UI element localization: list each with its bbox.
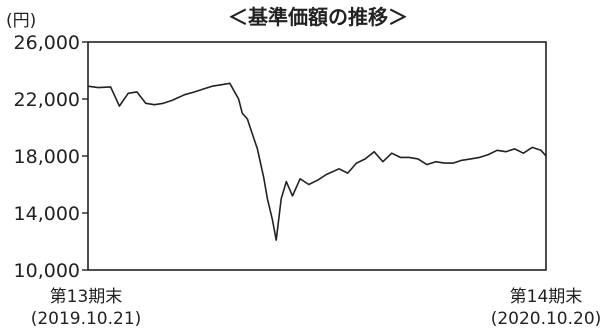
y-axis-unit: (円)	[6, 11, 36, 31]
series-line-0	[87, 82, 547, 241]
y-axis-ticks: 10,000 14,000 18,000 22,000 26,000	[14, 32, 88, 282]
plot-frame	[87, 41, 547, 271]
y-tick-label: 18,000	[14, 146, 80, 168]
y-tick-label: 22,000	[14, 89, 80, 111]
x-start-label: 第13期末	[50, 287, 123, 307]
chart-title: ＜基準価額の推移＞	[228, 5, 408, 29]
y-tick-label: 14,000	[14, 203, 80, 225]
x-end-date: (2020.10.20)	[491, 309, 602, 329]
series-layer	[87, 82, 547, 241]
x-start-date: (2019.10.21)	[31, 309, 142, 329]
y-tick-label: 10,000	[14, 260, 80, 282]
x-end-label: 第14期末	[510, 287, 583, 307]
y-tick-label: 26,000	[14, 32, 80, 54]
